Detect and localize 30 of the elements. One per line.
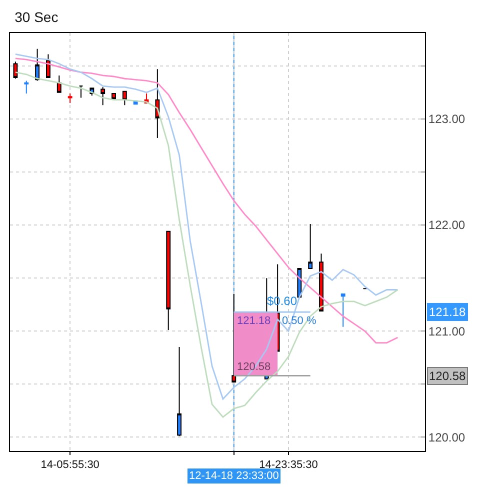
- candlestick: [100, 86, 106, 106]
- x-tick-label: 14-23:35:30: [259, 459, 318, 472]
- candlestick: [166, 230, 171, 331]
- candlestick: [78, 86, 84, 98]
- candlestick: [340, 293, 346, 328]
- candlestick: [319, 253, 324, 312]
- candlestick: [112, 92, 116, 100]
- candlestick: [35, 48, 40, 82]
- candlestick: [24, 80, 29, 94]
- candlestick: [46, 54, 50, 78]
- candlestick: [13, 61, 18, 80]
- candlestick: [177, 346, 182, 437]
- y-tick-label: 122.00: [428, 218, 466, 232]
- x-tick-label: 12-14-18 23:33:00: [189, 470, 279, 482]
- line-series: [14, 58, 398, 344]
- y-tick-label: 120.00: [428, 430, 466, 444]
- candlestick: [122, 90, 127, 106]
- candlestick: [308, 223, 313, 270]
- y-tick-label: 123.00: [428, 112, 466, 126]
- annotation: 120.58: [429, 369, 466, 383]
- candlestick: [56, 74, 62, 93]
- y-tick-label: 121.00: [428, 324, 466, 338]
- x-tick-label: 14-05:55:30: [40, 459, 100, 472]
- annotation: 0.50 %: [282, 315, 316, 327]
- chart-title: 30 Sec: [14, 8, 58, 25]
- candlestick: [68, 92, 72, 104]
- annotation: 121.18: [237, 315, 271, 327]
- candlestick: [155, 68, 160, 139]
- annotation: 121.18: [429, 305, 466, 319]
- candlestick: [232, 293, 236, 383]
